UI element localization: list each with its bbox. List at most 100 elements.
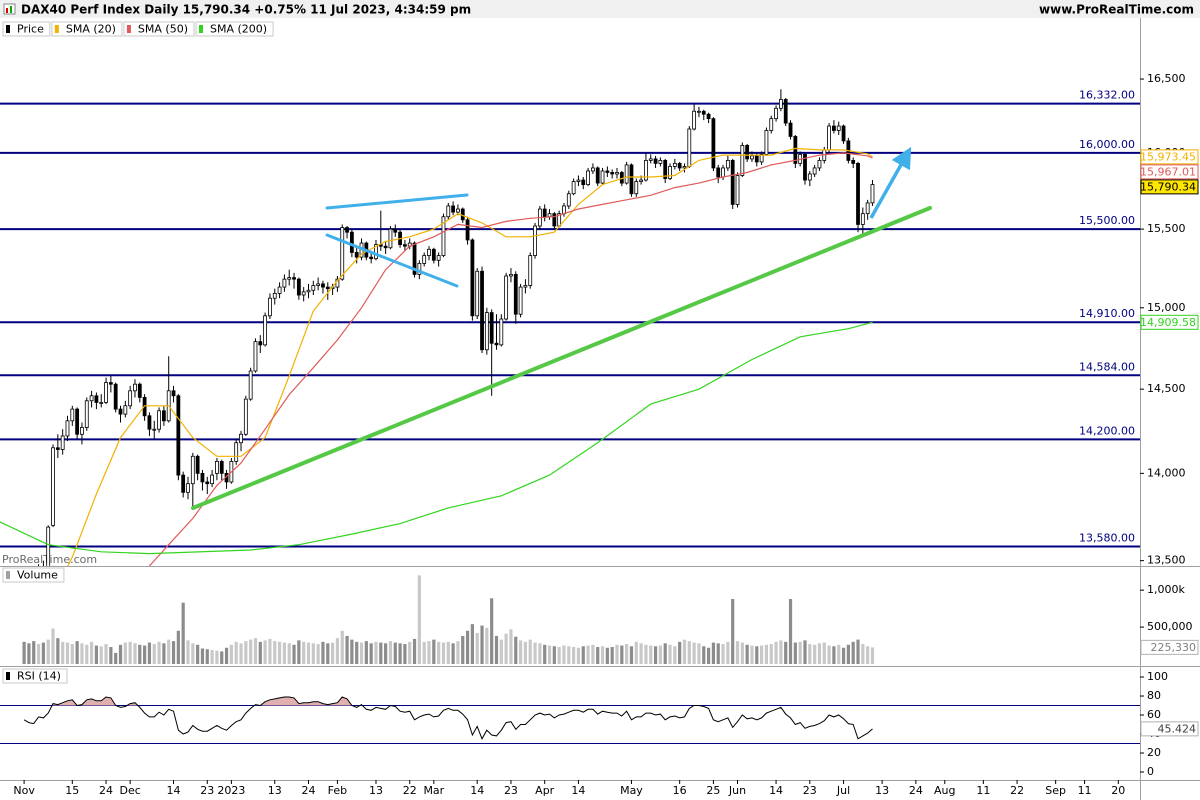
candle-body xyxy=(494,342,499,346)
rsi-line xyxy=(23,696,873,740)
x-tick-label: 13 xyxy=(268,784,282,797)
candle-body xyxy=(566,193,571,207)
candle-body xyxy=(759,153,764,163)
x-tick-label: 15 xyxy=(65,784,79,797)
header-icon xyxy=(3,3,16,15)
header-icon xyxy=(10,6,12,13)
candle-body xyxy=(475,270,480,317)
candle-body xyxy=(99,402,104,404)
volume-bar xyxy=(388,641,393,664)
volume-bar xyxy=(306,642,311,664)
volume-bar xyxy=(340,630,344,664)
volume-bar xyxy=(427,641,431,664)
candle-body xyxy=(735,175,740,205)
candle-body xyxy=(595,167,600,184)
volume-bar xyxy=(118,644,123,664)
volume-bar xyxy=(335,638,340,664)
volume-bar xyxy=(557,647,561,664)
legend-label: SMA (200) xyxy=(210,23,267,36)
volume-bar xyxy=(162,643,166,664)
volume-bar xyxy=(249,639,253,664)
candle-body xyxy=(484,312,489,351)
volume-bar xyxy=(157,641,161,664)
candle-body xyxy=(263,315,268,346)
candle-body xyxy=(465,219,470,241)
volume-bar xyxy=(446,641,450,664)
candle-body xyxy=(586,170,590,186)
candle-body xyxy=(803,153,807,181)
volume-bar xyxy=(673,646,677,664)
x-tick-label: 23 xyxy=(803,784,817,797)
volume-bar xyxy=(85,644,89,664)
candle-body xyxy=(754,155,759,163)
volume-bar xyxy=(152,644,156,664)
volume-bar xyxy=(465,630,470,664)
volume-bar xyxy=(461,635,465,664)
volume-bar xyxy=(803,640,807,664)
candle-body xyxy=(774,107,778,120)
candle-body xyxy=(388,228,393,249)
x-tick-label: Feb xyxy=(328,784,347,797)
volume-bar xyxy=(490,598,494,664)
candle-body xyxy=(547,213,552,218)
volume-bar xyxy=(861,644,865,664)
panel-label: Volume xyxy=(17,569,58,582)
value-tag xyxy=(1140,179,1199,195)
candle-body xyxy=(161,410,166,422)
candle-body xyxy=(422,255,427,264)
value-tag xyxy=(1140,639,1199,655)
volume-bar xyxy=(702,646,706,664)
sma-line xyxy=(148,152,873,566)
rsi-panel: RSI (14) xyxy=(0,668,1140,745)
volume-bar xyxy=(258,641,262,664)
channel-line xyxy=(325,233,459,288)
candle-body xyxy=(190,455,195,485)
candle-body xyxy=(788,122,793,137)
candle-body xyxy=(836,125,841,131)
volume-bar xyxy=(866,646,870,664)
value-tag-label: 15,973.45 xyxy=(1140,150,1196,163)
x-tick-label: 11 xyxy=(976,784,990,797)
candle-body xyxy=(316,283,321,286)
volume-bar xyxy=(581,646,585,664)
candle-body xyxy=(412,242,417,275)
volume-bar xyxy=(350,639,354,664)
volume-bar xyxy=(224,647,229,664)
y-tick-label: 60 xyxy=(1147,708,1161,721)
candle-body xyxy=(311,285,316,291)
candle-body xyxy=(513,274,518,315)
x-tick-label: 25 xyxy=(706,784,720,797)
arrow xyxy=(869,146,912,219)
volume-bar xyxy=(123,642,127,664)
candle-body xyxy=(176,395,181,476)
x-tick-label: 16 xyxy=(673,784,687,797)
candle-body xyxy=(518,286,523,315)
volume-bar xyxy=(523,641,528,664)
candle-body xyxy=(745,145,750,160)
candle-body xyxy=(75,408,80,435)
x-tick-label: 23 xyxy=(504,784,518,797)
level-label: 14,200.00 xyxy=(1079,424,1135,437)
x-tick-label: 13 xyxy=(875,784,889,797)
legend-box xyxy=(2,567,65,583)
candle-body xyxy=(740,145,745,176)
level-label: 14,584.00 xyxy=(1079,360,1135,373)
volume-bar xyxy=(625,644,629,664)
volume-bar xyxy=(186,640,190,664)
source: www.ProRealTime.com xyxy=(1039,3,1194,17)
candle-body xyxy=(653,158,658,164)
volume-bar xyxy=(191,643,195,664)
volume-bar xyxy=(837,644,841,664)
volume-bar xyxy=(359,642,364,664)
candle-body xyxy=(629,164,634,195)
candle-body xyxy=(436,255,441,261)
volume-bar xyxy=(205,649,209,664)
candle-body xyxy=(701,110,706,115)
volume-bar xyxy=(735,641,740,664)
volume-bar xyxy=(509,629,513,664)
x-tick-label: Nov xyxy=(13,784,35,797)
levels: 16,332.00 16,000.00 15,500.00 14,910.00 14,5… xyxy=(0,89,1140,548)
candle-body xyxy=(272,293,277,299)
x-tick-label: 14 xyxy=(769,784,783,797)
candle-body xyxy=(644,160,648,181)
